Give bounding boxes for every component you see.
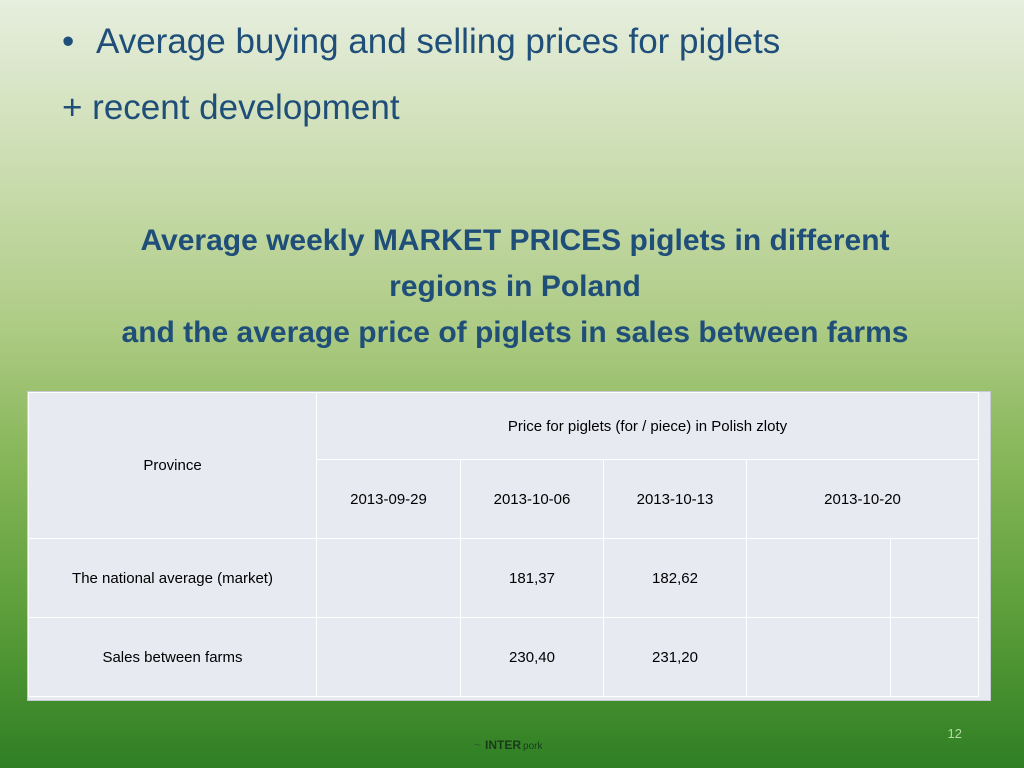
date-header: 2013-09-29 (316, 459, 461, 539)
date-header: 2013-10-06 (460, 459, 604, 539)
table-heading: Average weekly MARKET PRICES piglets in … (20, 218, 1010, 356)
price-table: Province Price for piglets (for / piece)… (28, 392, 980, 697)
bullet-line-title: • Average buying and selling prices for p… (62, 22, 780, 62)
heading-line-3: and the average price of piglets in sale… (121, 316, 909, 349)
table-cell (316, 538, 461, 618)
price-table-container: Province Price for piglets (for / piece)… (27, 391, 991, 701)
province-header: Province (28, 392, 317, 539)
interpork-logo: ~ INTER pork (474, 738, 542, 752)
row-label: The national average (market) (28, 538, 317, 618)
logo-inter-text: INTER (485, 738, 522, 752)
table-cell (316, 617, 461, 697)
price-header: Price for piglets (for / piece) in Polis… (315, 392, 980, 460)
table-cell: 230,40 (460, 617, 604, 697)
table-cell: 182,62 (603, 538, 747, 618)
table-cell (889, 617, 980, 697)
table-header-row: Province Price for piglets (for / piece)… (28, 392, 980, 539)
table-cell: 231,20 (603, 617, 747, 697)
row-label: Sales between farms (28, 617, 317, 697)
table-row: Sales between farms 230,40 231,20 (28, 617, 980, 697)
heading-line-1: Average weekly MARKET PRICES piglets in … (140, 224, 890, 257)
bullet-dot: • (62, 22, 75, 61)
table-date-row: 2013-09-29 2013-10-06 2013-10-13 2013-10… (29, 459, 980, 539)
logo-pork-text: pork (523, 741, 543, 752)
date-header: 2013-10-13 (603, 459, 747, 539)
table-row: The national average (market) 181,37 182… (28, 538, 980, 618)
bullet-text: Average buying and selling prices for pi… (96, 22, 781, 61)
table-cell (889, 538, 980, 618)
date-header: 2013-10-20 (745, 459, 980, 539)
logo-swirl-icon: ~ (474, 738, 482, 752)
sub-line: + recent development (62, 88, 400, 127)
table-cell (746, 617, 891, 697)
table-cell (746, 538, 891, 618)
page-number: 12 (947, 726, 962, 741)
table-cell: 181,37 (460, 538, 604, 618)
heading-line-2: regions in Poland (389, 270, 641, 303)
